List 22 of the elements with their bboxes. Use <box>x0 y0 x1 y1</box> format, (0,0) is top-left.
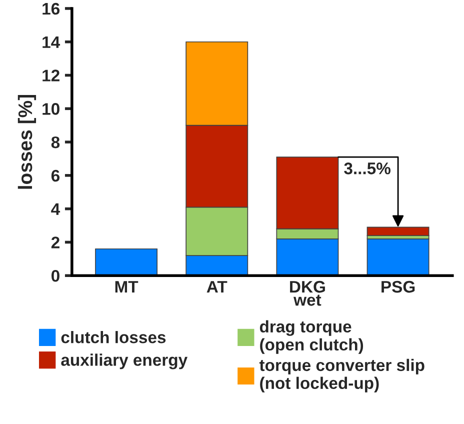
y-tick-label: 12 <box>42 70 60 82</box>
x-tick-label: MT <box>115 281 138 293</box>
x-tick-label: AT <box>206 281 228 293</box>
y-axis-title: losses [%] <box>18 95 36 189</box>
bar <box>366 238 430 276</box>
x-tick-label: PSG <box>382 280 415 293</box>
y-tick-label: 14 <box>42 36 60 48</box>
x-tick-label: DKG wet <box>290 280 325 306</box>
bar <box>366 226 430 236</box>
legend-label: auxiliary energy <box>61 354 188 370</box>
y-tick-label: 8 <box>51 136 60 148</box>
legend-label: clutch losses <box>61 331 166 344</box>
legend-label: torque converter slip (not locked-up) <box>259 358 424 392</box>
y-tick-label: 0 <box>52 270 60 282</box>
annotation: 3...5% <box>344 162 390 174</box>
y-tick-label: 10 <box>42 103 60 115</box>
y-tick-label: 6 <box>51 170 60 182</box>
bar <box>95 248 158 276</box>
y-tick-label: 4 <box>51 203 60 215</box>
y-tick-label: 2 <box>51 236 60 248</box>
legend-label: drag torque (open clutch) <box>260 320 364 354</box>
y-tick-label: 16 <box>42 2 60 15</box>
